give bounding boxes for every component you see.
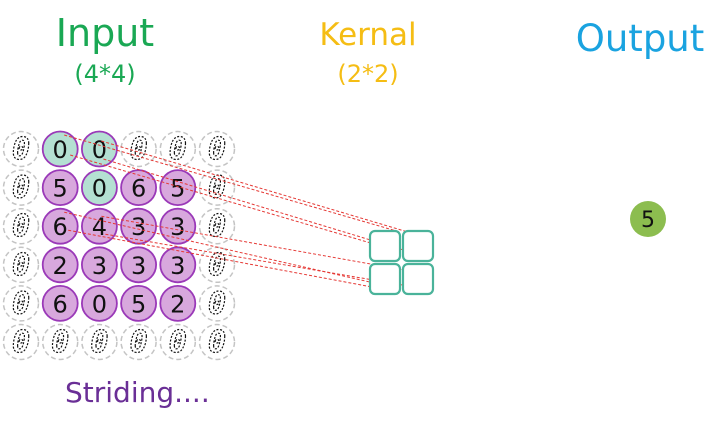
input-cell [81, 130, 118, 168]
padding-value: 0 [12, 248, 30, 283]
padding-value: 0 [169, 132, 187, 167]
input-cell [120, 284, 158, 322]
input-cell-value: 3 [131, 252, 146, 280]
input-cell-value: 2 [53, 252, 68, 280]
padding-cell [2, 246, 40, 284]
input-cell-value: 3 [170, 252, 185, 280]
connector-line [64, 211, 375, 284]
padding-cell [198, 130, 236, 168]
input-cell-value: 0 [92, 175, 107, 203]
padding-cell [120, 323, 157, 361]
input-cell-value: 6 [53, 213, 68, 241]
kernel-title: Kernal [319, 17, 417, 53]
padding-cell [198, 323, 236, 361]
padding-value: 0 [12, 132, 30, 167]
connector-line [103, 158, 421, 256]
padding-cell [2, 130, 40, 168]
padding-value: 0 [12, 209, 30, 244]
padding-cell [159, 130, 197, 168]
input-cell [120, 246, 158, 284]
padding-value: 0 [12, 325, 30, 360]
input-cell [81, 246, 118, 284]
padding-cell [2, 207, 40, 245]
output-title: Output [575, 17, 705, 60]
padding-value: 0 [12, 286, 30, 321]
kernel-cell [401, 229, 435, 263]
input-cell [41, 284, 79, 322]
input-cell-value: 0 [92, 290, 107, 318]
input-cell [81, 169, 118, 207]
input-cell-value: 0 [92, 136, 107, 164]
padding-cell [159, 323, 197, 361]
connector-line [101, 215, 411, 272]
connector-line [70, 154, 399, 252]
input-cell [159, 246, 197, 284]
padding-cell [198, 285, 236, 322]
padding-value: 0 [208, 171, 226, 206]
input-cell [41, 207, 79, 245]
padding-value: 0 [208, 248, 226, 283]
stride-connectors [64, 134, 421, 288]
output-cell-value: 5 [641, 208, 655, 233]
padding-value: 0 [208, 286, 226, 321]
kernel-grid [368, 229, 435, 296]
padding-cell [2, 285, 40, 322]
input-cell-value: 3 [170, 213, 185, 241]
connector-line [68, 229, 373, 288]
padding-value: 0 [51, 325, 69, 360]
kernel-cell [368, 262, 402, 296]
padding-value: 0 [208, 132, 226, 167]
connector-line [64, 134, 401, 233]
input-cell-value: 6 [53, 290, 68, 318]
padding-value: 0 [208, 209, 226, 244]
padding-cell [2, 323, 40, 361]
input-cell [159, 207, 197, 245]
output-grid: 5 [630, 201, 666, 237]
input-cell-value: 6 [131, 175, 146, 203]
output-cell [630, 201, 666, 237]
padding-grid: 0 0 0 00 00 00 00 00 0 0 0 0 0 [2, 130, 236, 361]
input-cell-value: 5 [170, 175, 185, 203]
input-cell-value: 4 [92, 213, 107, 241]
input-cell-value: 5 [131, 290, 146, 318]
padding-cell [120, 130, 157, 168]
kernel-cell [368, 229, 402, 263]
padding-value: 0 [208, 325, 226, 360]
padding-cell [81, 323, 118, 361]
kernel-size-label: (2*2) [337, 60, 399, 88]
connector-line [101, 140, 419, 236]
input-cell-value: 3 [131, 213, 146, 241]
connector-line [105, 233, 415, 288]
input-cell [41, 169, 79, 207]
padding-cell [2, 169, 40, 206]
input-cell [41, 130, 79, 168]
input-cell-value: 0 [53, 136, 68, 164]
padding-value: 0 [130, 325, 148, 360]
input-cell [41, 246, 79, 284]
padding-value: 0 [169, 325, 187, 360]
padding-value: 0 [90, 325, 108, 360]
input-cell-value: 3 [92, 252, 107, 280]
input-title: Input [55, 11, 155, 55]
input-cell [159, 284, 197, 322]
input-cell [81, 284, 118, 322]
input-grid: 0 05 0 6 56 4 3 32 3 3 36 0 5 2 [41, 130, 197, 322]
striding-caption: Striding.... [65, 376, 210, 409]
input-cell [159, 169, 197, 207]
kernel-cell [401, 262, 435, 296]
padding-cell [41, 323, 79, 361]
padding-value: 0 [12, 171, 30, 206]
input-size-label: (4*4) [74, 60, 136, 88]
padding-value: 0 [130, 132, 148, 167]
padding-cell [198, 207, 236, 245]
input-cell-value: 5 [53, 175, 68, 203]
input-cell-value: 2 [170, 290, 185, 318]
